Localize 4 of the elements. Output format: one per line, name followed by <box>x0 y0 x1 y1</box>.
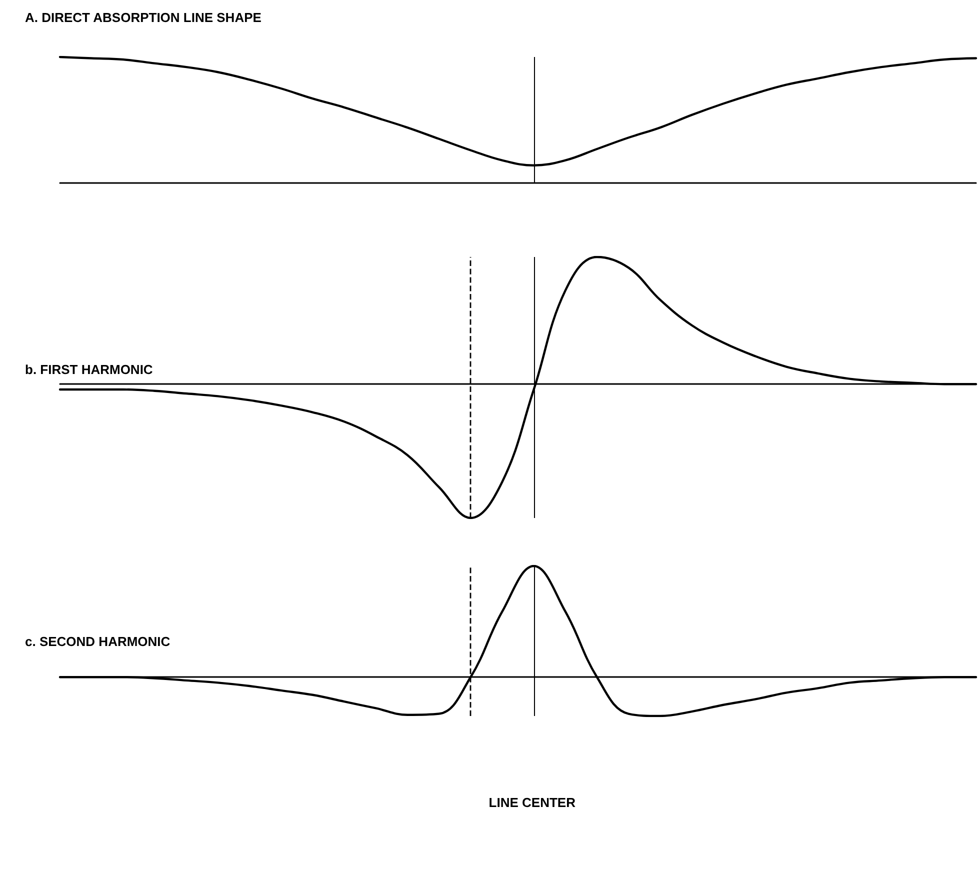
text: c. SECOND HARMONIC <box>25 634 171 649</box>
text: LINE CENTER <box>488 795 576 810</box>
text: b. FIRST HARMONIC <box>25 362 154 377</box>
chart-title: A. DIRECT ABSORPTION LINE SHAPE <box>25 10 262 25</box>
